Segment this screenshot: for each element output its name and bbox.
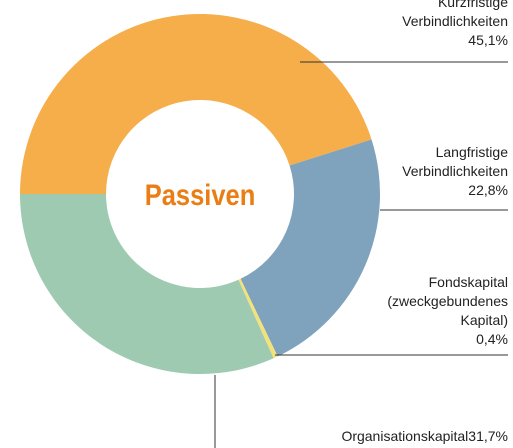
slice-label: Kurzfristige Verbindlichkeiten 45,1%	[402, 0, 508, 50]
donut-slice	[20, 14, 372, 195]
donut-slice	[20, 194, 274, 374]
label-value: 22,8%	[468, 182, 508, 198]
slice-label: Organisationskapital31,7%	[341, 427, 508, 446]
chart-title: Passiven	[144, 179, 256, 212]
label-name: Fondskapital (zweckgebundenes Kapital)	[387, 274, 508, 328]
label-name: Kurzfristige Verbindlichkeiten	[402, 0, 508, 29]
donut-slice	[238, 278, 278, 359]
slice-label: Langfristige Verbindlichkeiten 22,8%	[402, 143, 508, 200]
label-value: 31,7%	[468, 428, 508, 444]
donut-slice	[240, 139, 380, 357]
label-value: 0,4%	[476, 331, 508, 347]
label-name: Langfristige Verbindlichkeiten	[402, 144, 508, 179]
label-name: Organisationskapital	[341, 428, 469, 444]
slice-label: Fondskapital (zweckgebundenes Kapital) 0,…	[387, 273, 508, 349]
label-value: 45,1%	[468, 32, 508, 48]
